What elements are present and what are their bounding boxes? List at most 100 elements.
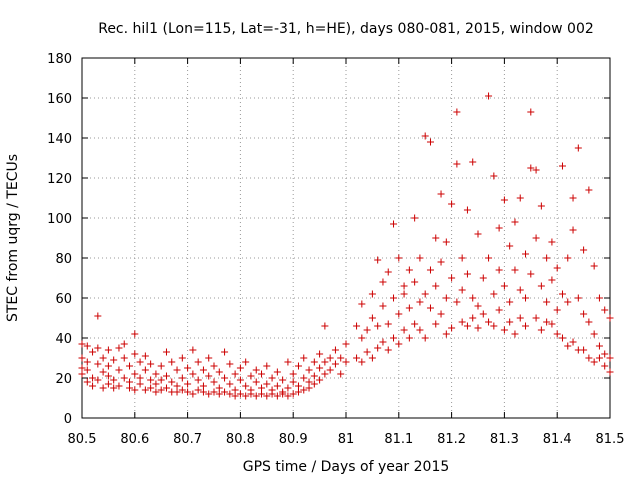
data-point — [442, 330, 450, 338]
data-point — [495, 266, 503, 274]
data-point — [210, 388, 218, 396]
data-point — [126, 384, 134, 392]
data-point — [268, 386, 276, 394]
data-point — [126, 378, 134, 386]
data-point — [162, 372, 170, 380]
data-point — [221, 374, 229, 382]
data-point — [522, 294, 530, 302]
data-point — [94, 360, 102, 368]
data-point — [236, 364, 244, 372]
data-point — [601, 362, 609, 370]
data-point — [110, 356, 118, 364]
data-point — [147, 376, 155, 384]
data-point — [506, 298, 514, 306]
y-tick-label: 140 — [47, 132, 72, 147]
data-point — [553, 330, 561, 338]
data-point — [358, 334, 366, 342]
data-point — [157, 362, 165, 370]
data-point — [120, 354, 128, 362]
data-point — [564, 254, 572, 262]
data-point — [421, 132, 429, 140]
data-point — [152, 370, 160, 378]
data-point — [305, 366, 313, 374]
data-point — [474, 302, 482, 310]
x-tick-label: 80.9 — [279, 432, 308, 447]
data-point — [426, 138, 434, 146]
data-point — [532, 314, 540, 322]
data-point — [390, 294, 398, 302]
data-point — [236, 376, 244, 384]
data-point — [537, 326, 545, 334]
data-point — [99, 368, 107, 376]
data-point — [321, 322, 329, 330]
data-point — [442, 294, 450, 302]
data-point — [342, 340, 350, 348]
data-point — [384, 346, 392, 354]
data-point — [157, 386, 165, 394]
data-point — [247, 386, 255, 394]
data-point — [247, 372, 255, 380]
y-axis-label: STEC from uqrg / TECUs — [5, 154, 21, 322]
data-point — [585, 318, 593, 326]
data-point — [189, 346, 197, 354]
data-point — [469, 294, 477, 302]
data-point — [469, 314, 477, 322]
data-point — [495, 224, 503, 232]
data-point — [368, 290, 376, 298]
data-point — [78, 364, 86, 372]
data-point — [426, 266, 434, 274]
data-point — [479, 310, 487, 318]
data-point — [173, 382, 181, 390]
x-tick-label: 80.8 — [226, 432, 255, 447]
data-point — [458, 254, 466, 262]
data-point — [110, 384, 118, 392]
data-point — [199, 366, 207, 374]
data-point — [558, 334, 566, 342]
data-point — [168, 378, 176, 386]
data-point — [432, 234, 440, 242]
data-point — [548, 238, 556, 246]
data-point — [263, 362, 271, 370]
data-point — [284, 358, 292, 366]
data-point — [421, 334, 429, 342]
data-point — [574, 144, 582, 152]
data-point — [284, 392, 292, 400]
data-point — [99, 354, 107, 362]
data-point — [189, 390, 197, 398]
data-point — [321, 358, 329, 366]
data-point — [564, 342, 572, 350]
data-point — [226, 380, 234, 388]
data-point — [78, 370, 86, 378]
data-point — [585, 186, 593, 194]
data-point — [189, 370, 197, 378]
data-point — [426, 304, 434, 312]
data-point — [162, 384, 170, 392]
data-point — [537, 282, 545, 290]
data-point — [548, 276, 556, 284]
data-point — [231, 370, 239, 378]
data-point — [363, 348, 371, 356]
y-tick-label: 0 — [64, 412, 72, 427]
data-point — [569, 226, 577, 234]
data-point — [300, 386, 308, 394]
data-point — [363, 326, 371, 334]
data-point — [601, 350, 609, 358]
data-point — [310, 358, 318, 366]
data-point — [300, 354, 308, 362]
data-point — [411, 278, 419, 286]
data-point — [495, 306, 503, 314]
data-point — [358, 300, 366, 308]
x-tick-label: 81.3 — [490, 432, 519, 447]
data-point — [94, 376, 102, 384]
data-point — [337, 354, 345, 362]
data-point — [83, 378, 91, 386]
data-point — [252, 366, 260, 374]
data-point — [358, 358, 366, 366]
data-point — [532, 166, 540, 174]
data-point — [353, 354, 361, 362]
data-point — [94, 312, 102, 320]
data-point — [263, 380, 271, 388]
data-point — [242, 358, 250, 366]
data-point — [316, 376, 324, 384]
data-point — [590, 358, 598, 366]
